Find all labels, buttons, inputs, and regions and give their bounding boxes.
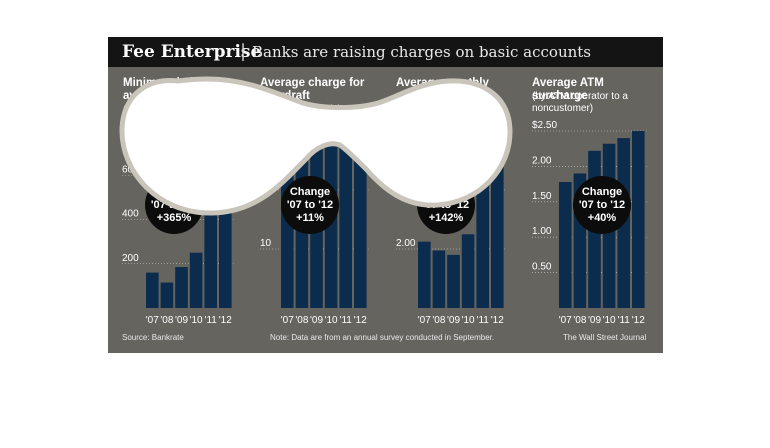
bar: [146, 272, 159, 308]
change-badge-text: Change: [426, 186, 466, 198]
x-tick-label: '10: [603, 315, 616, 326]
x-tick-label: '11: [205, 315, 218, 326]
x-tick-label: '11: [477, 315, 490, 326]
change-badge-text: '07 to '12: [423, 199, 469, 211]
change-badge-text: Change: [154, 186, 194, 198]
bar: [219, 148, 232, 308]
bar: [204, 178, 217, 308]
change-badge-text: +40%: [588, 212, 617, 224]
y-tick-label: 1.00: [532, 226, 552, 237]
y-tick-label: 10: [260, 238, 272, 249]
bar: [418, 241, 431, 308]
charts-canvas: $800600400200'07'08'09'10'11'12Change'07…: [122, 120, 647, 326]
x-tick-label: '11: [618, 315, 631, 326]
x-tick-label: '07: [146, 315, 159, 326]
x-tick-label: '08: [160, 315, 173, 326]
bar-highlight: [310, 133, 323, 146]
bar-highlight: [281, 139, 294, 146]
bar-highlight: [324, 131, 338, 146]
x-tick-label: '09: [310, 315, 323, 326]
footer-note: Note: Data are from an annual survey con…: [270, 333, 495, 342]
y-tick-label: 200: [122, 253, 139, 264]
infographic: Fee Enterprise | Banks are raising charg…: [108, 37, 663, 353]
change-badge-text: '07 to '12: [579, 199, 625, 211]
x-tick-label: '08: [432, 315, 445, 326]
x-tick-label: '09: [175, 315, 188, 326]
y-tick-label: 4.00: [396, 179, 416, 190]
y-tick-label: $30: [260, 120, 277, 131]
figure-header: Fee Enterprise | Banks are raising charg…: [108, 37, 663, 67]
bar: [339, 128, 352, 308]
y-tick-label: $800: [122, 120, 145, 131]
change-badge-text: +11%: [296, 212, 324, 224]
x-tick-label: '12: [219, 315, 232, 326]
bar: [447, 254, 460, 308]
x-tick-label: '09: [447, 315, 460, 326]
y-tick-label: 0.50: [532, 262, 552, 273]
y-tick-label: 20: [260, 179, 272, 190]
bar: [175, 267, 188, 308]
x-tick-label: '10: [325, 315, 338, 326]
bar-highlight: [295, 136, 309, 146]
x-tick-label: '12: [632, 315, 645, 326]
x-tick-label: '07: [281, 315, 294, 326]
change-badge-text: +142%: [429, 212, 464, 224]
y-tick-label: $2.50: [532, 120, 557, 131]
bar: [354, 125, 367, 308]
bar-highlight: [339, 128, 352, 146]
y-tick-label: 2.00: [532, 155, 552, 166]
change-badge-text: Change: [290, 186, 330, 198]
panel-4-subtitle: (by ATM operator to a noncustomer): [532, 91, 628, 114]
change-badge: [573, 176, 631, 234]
y-tick-label: 2.00: [396, 238, 416, 249]
panel-4-title: Average ATM surcharge: [532, 77, 604, 102]
title-separator: |: [240, 41, 247, 62]
x-tick-label: '07: [559, 315, 572, 326]
y-tick-label: 1.50: [532, 191, 552, 202]
figure-subtitle: Banks are raising charges on basic accou…: [252, 43, 591, 61]
figure-title: Fee Enterprise: [122, 42, 262, 62]
bar: [559, 181, 572, 308]
bar: [476, 179, 489, 308]
bar: [432, 250, 446, 308]
x-tick-label: '09: [588, 315, 601, 326]
bar-highlight: [354, 125, 367, 146]
x-tick-label: '12: [491, 315, 504, 326]
bar: [632, 131, 645, 308]
y-tick-label: 600: [122, 164, 139, 175]
footer-credit: The Wall Street Journal: [563, 333, 647, 342]
x-tick-label: '10: [462, 315, 475, 326]
change-badge-text: '07 to '12: [287, 199, 333, 211]
bar: [491, 147, 504, 308]
bar: [189, 252, 203, 308]
change-badge-text: +365%: [157, 212, 192, 224]
x-tick-label: '07: [418, 315, 431, 326]
footer-source: Source: Bankrate: [122, 333, 184, 342]
x-tick-label: '11: [340, 315, 353, 326]
bar: [461, 234, 475, 308]
x-tick-label: '08: [573, 315, 586, 326]
y-tick-label: $6.00: [396, 120, 421, 131]
x-tick-label: '08: [295, 315, 308, 326]
bar: [160, 282, 174, 308]
y-tick-label: 400: [122, 209, 139, 220]
change-badge-text: Change: [582, 186, 622, 198]
x-tick-label: '12: [354, 315, 367, 326]
change-badge-text: '07 to '12: [151, 199, 197, 211]
x-tick-label: '10: [190, 315, 203, 326]
